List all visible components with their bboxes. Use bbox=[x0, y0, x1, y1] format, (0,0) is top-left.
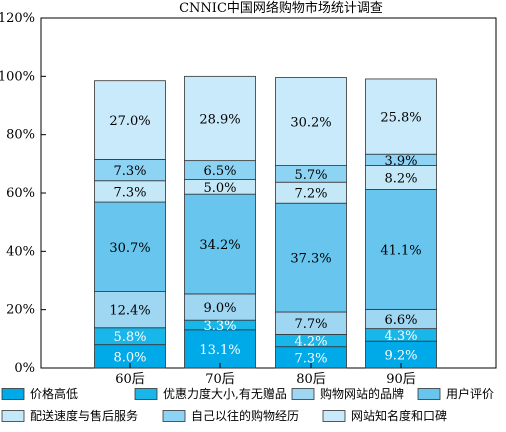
x-tick-label: 90后 bbox=[386, 372, 416, 387]
bar-segment bbox=[94, 80, 166, 160]
data-label: 27.0% bbox=[109, 114, 150, 129]
data-label: 3.3% bbox=[203, 319, 236, 334]
data-label: 5.7% bbox=[294, 168, 327, 183]
legend-swatch bbox=[1, 388, 25, 400]
bar-segment bbox=[184, 75, 256, 162]
data-label: 5.8% bbox=[113, 330, 146, 345]
legend-swatch bbox=[162, 410, 186, 422]
legend-swatch bbox=[291, 388, 315, 400]
y-tick-label: 120% bbox=[0, 11, 35, 26]
legend-label: 购物网站的品牌 bbox=[320, 386, 404, 401]
bar-segment bbox=[94, 291, 166, 329]
data-label: 9.2% bbox=[384, 349, 417, 364]
data-label: 30.7% bbox=[109, 241, 150, 256]
data-label: 7.2% bbox=[294, 187, 327, 202]
bar-segment bbox=[365, 78, 437, 155]
legend-label: 自己以往的购物经历 bbox=[191, 408, 299, 423]
legend-label: 优惠力度大小,有无赠品 bbox=[163, 386, 287, 401]
x-tick-label: 60后 bbox=[115, 372, 145, 387]
bar-segment bbox=[275, 202, 347, 313]
data-label: 12.4% bbox=[109, 304, 150, 319]
data-label: 7.7% bbox=[294, 317, 327, 332]
y-tick-label: 80% bbox=[6, 128, 35, 143]
legend-label: 用户评价 bbox=[446, 386, 494, 401]
y-tick-label: 60% bbox=[6, 186, 35, 201]
data-label: 7.3% bbox=[294, 351, 327, 366]
x-tick-label: 80后 bbox=[296, 372, 326, 387]
data-label: 4.3% bbox=[384, 329, 417, 344]
legend-swatch bbox=[134, 388, 158, 400]
y-tick-label: 40% bbox=[6, 244, 35, 259]
data-label: 4.2% bbox=[294, 335, 327, 350]
legend-label: 网站知名度和口碑 bbox=[351, 408, 447, 423]
bar-segment bbox=[184, 193, 256, 295]
legend-label: 配送速度与售后服务 bbox=[30, 408, 138, 423]
legend-label: 价格高低 bbox=[30, 386, 78, 401]
y-tick-label: 20% bbox=[6, 303, 35, 318]
legend-swatch bbox=[322, 410, 346, 422]
y-tick-label: 100% bbox=[0, 69, 35, 84]
data-label: 13.1% bbox=[199, 343, 240, 358]
x-tick-label: 70后 bbox=[205, 372, 235, 387]
data-label: 8.2% bbox=[384, 172, 417, 187]
data-label: 3.9% bbox=[384, 154, 417, 169]
data-label: 9.0% bbox=[203, 301, 236, 316]
data-label: 37.3% bbox=[290, 252, 331, 267]
bar-segment bbox=[184, 329, 256, 369]
data-label: 6.6% bbox=[384, 313, 417, 328]
legend-swatch bbox=[417, 388, 441, 400]
data-label: 7.3% bbox=[113, 164, 146, 179]
plot-area: 0% 20% 40% 60% 80% 100% 120% 8.0% 5.8% 12.4% 30.7%… bbox=[0, 11, 497, 387]
bar-segment bbox=[275, 77, 347, 166]
data-label: 30.2% bbox=[290, 116, 331, 131]
data-label: 25.8% bbox=[380, 111, 421, 126]
legend-swatch bbox=[1, 410, 25, 422]
data-label: 28.9% bbox=[199, 112, 240, 127]
bar-segment bbox=[94, 201, 166, 292]
data-label: 41.1% bbox=[380, 243, 421, 258]
data-label: 7.3% bbox=[113, 185, 146, 200]
y-tick-label: 0% bbox=[14, 361, 35, 376]
bar-segment bbox=[365, 189, 437, 310]
data-label: 8.0% bbox=[113, 350, 146, 365]
chart-title: CNNIC中国网络购物市场统计调查 bbox=[179, 0, 383, 16]
data-label: 5.0% bbox=[203, 181, 236, 196]
data-label: 34.2% bbox=[199, 238, 240, 253]
data-label: 6.5% bbox=[203, 164, 236, 179]
